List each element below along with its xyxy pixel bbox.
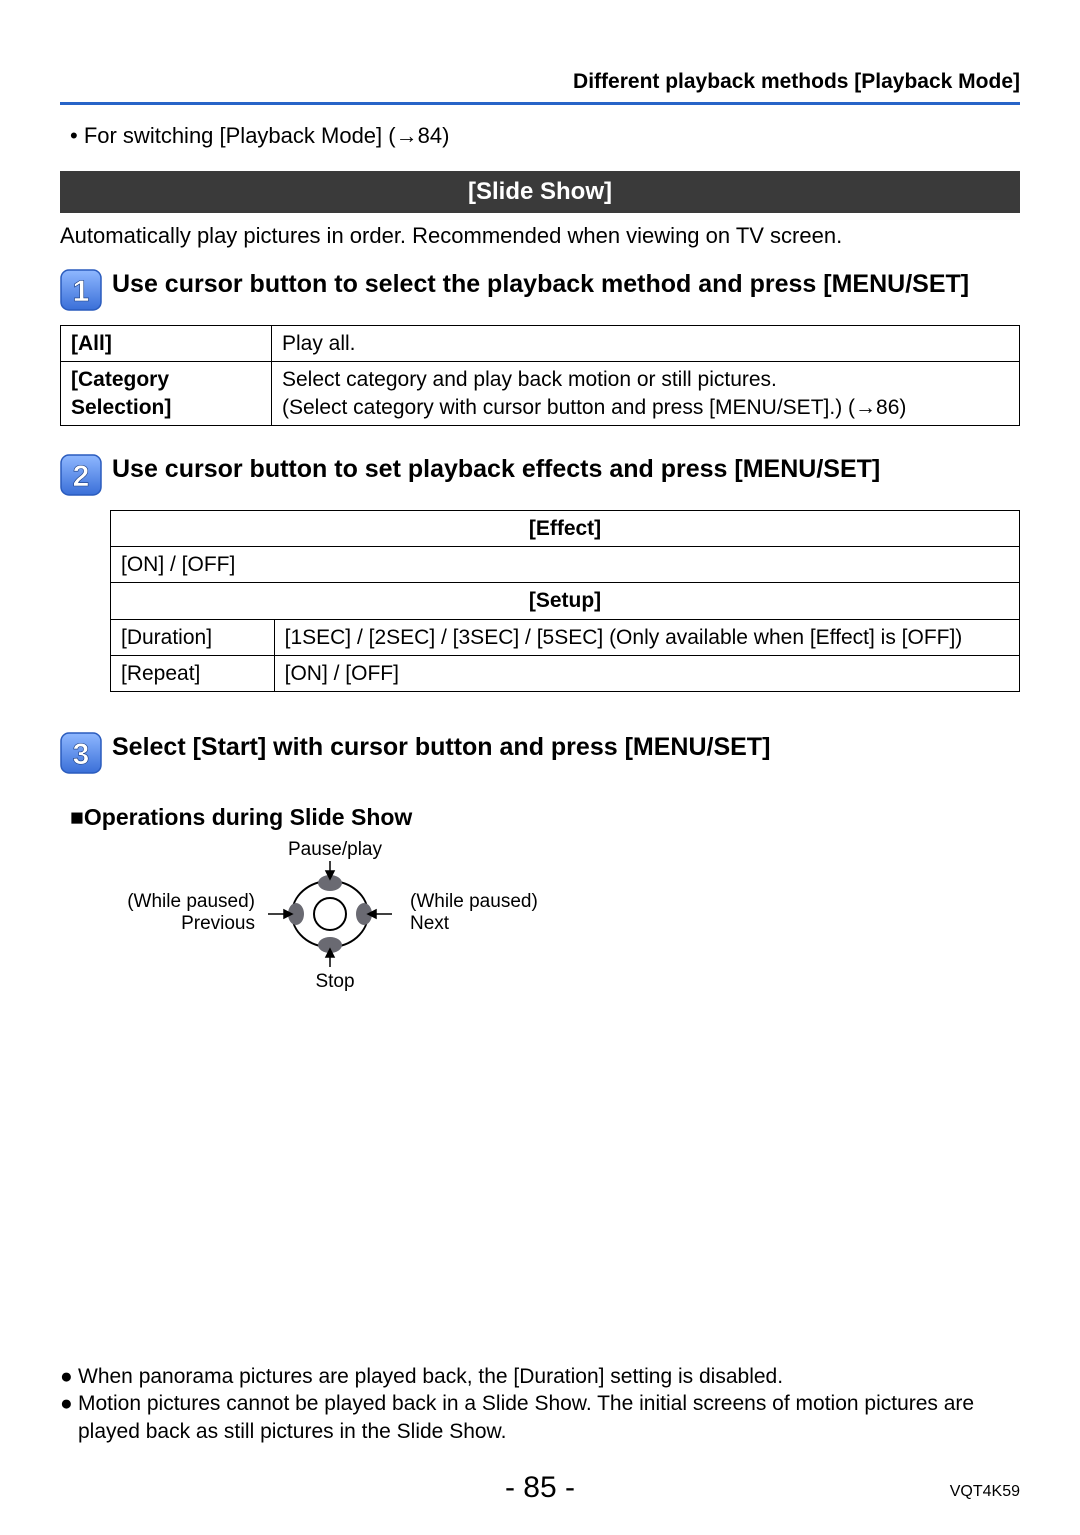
step-3-title: Select [Start] with cursor button and pr… <box>112 732 770 762</box>
note-1: When panorama pictures are played back, … <box>78 1363 783 1390</box>
controller-label-right: (While paused) Next <box>410 891 550 935</box>
step-1: 1 Use cursor button to select the playba… <box>60 269 1020 311</box>
table-cell-value: [1SEC] / [2SEC] / [3SEC] / [5SEC] (Only … <box>274 619 1019 655</box>
controller-label-top: Pause/play <box>270 839 400 861</box>
table-row: [Category Selection] Select category and… <box>61 362 1020 426</box>
table-cell-label: [Repeat] <box>111 656 275 692</box>
operations-heading: ■Operations during Slide Show <box>70 804 1020 831</box>
svg-text:2: 2 <box>73 460 90 493</box>
table-cell-value: Play all. <box>271 326 1019 362</box>
svg-text:3: 3 <box>73 738 90 771</box>
table-row: [All] Play all. <box>61 326 1020 362</box>
controller-label-left: (While paused) Previous <box>120 891 255 935</box>
table-cell-label: [Category Selection] <box>61 362 272 426</box>
table-header: [Setup] <box>111 583 1020 619</box>
controller-diagram: Pause/play (While paused) Previous (Whil… <box>120 841 480 1011</box>
step-3: 3 Select [Start] with cursor button and … <box>60 732 1020 774</box>
header-breadcrumb: Different playback methods [Playback Mod… <box>60 70 1020 94</box>
switch-note: • For switching [Playback Mode] (→84) <box>70 123 1020 149</box>
playback-method-table: [All] Play all. [Category Selection] Sel… <box>60 325 1020 426</box>
effects-table: [Effect] [ON] / [OFF] [Setup] [Duration]… <box>110 510 1020 692</box>
table-cell-label: [All] <box>61 326 272 362</box>
svg-text:1: 1 <box>73 275 90 308</box>
document-code: VQT4K59 <box>950 1483 1020 1501</box>
note-2: Motion pictures cannot be played back in… <box>78 1390 1020 1445</box>
step-2-badge-icon: 2 <box>60 454 102 496</box>
dpad-icon <box>260 859 400 969</box>
controller-label-bottom: Stop <box>270 971 400 993</box>
intro-text: Automatically play pictures in order. Re… <box>60 223 1020 249</box>
step-2: 2 Use cursor button to set playback effe… <box>60 454 1020 496</box>
step-2-title: Use cursor button to set playback effect… <box>112 454 880 484</box>
table-row: [Duration] [1SEC] / [2SEC] / [3SEC] / [5… <box>111 619 1020 655</box>
table-cell-value: [ON] / [OFF] <box>111 547 1020 583</box>
step-1-title: Use cursor button to select the playback… <box>112 269 969 299</box>
table-cell-label: [Duration] <box>111 619 275 655</box>
step-3-badge-icon: 3 <box>60 732 102 774</box>
table-header: [Effect] <box>111 510 1020 546</box>
table-cell-value: Select category and play back motion or … <box>271 362 1019 426</box>
table-row: [Repeat] [ON] / [OFF] <box>111 656 1020 692</box>
footnotes: ●When panorama pictures are played back,… <box>60 1363 1020 1445</box>
section-title-bar: [Slide Show] <box>60 171 1020 213</box>
step-1-badge-icon: 1 <box>60 269 102 311</box>
table-cell-value: [ON] / [OFF] <box>274 656 1019 692</box>
header-rule <box>60 102 1020 105</box>
page-number: - 85 - <box>0 1471 1080 1505</box>
